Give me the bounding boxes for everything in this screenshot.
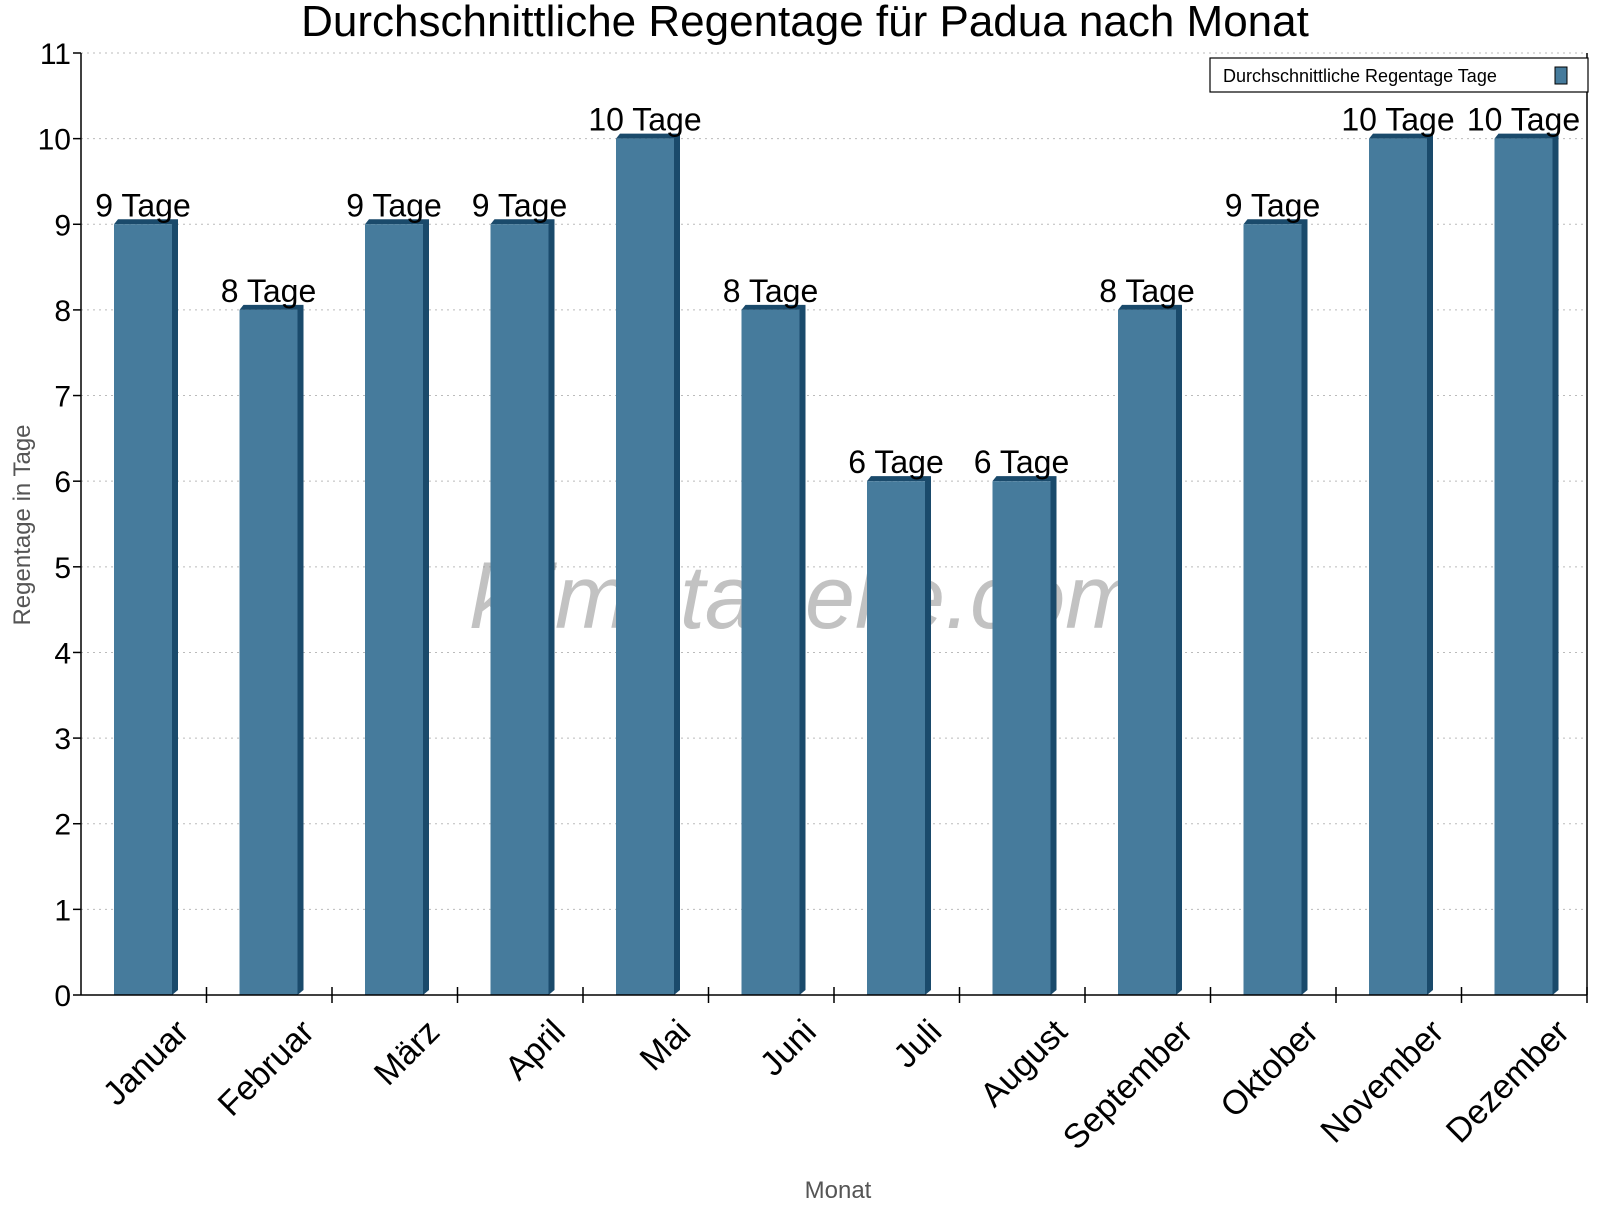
x-tick-label: Juni <box>753 1013 824 1084</box>
legend-label: Durchschnittliche Regentage Tage <box>1223 66 1497 86</box>
bar <box>867 481 925 995</box>
data-label: 9 Tage <box>1225 187 1321 223</box>
bar-top <box>1494 133 1559 139</box>
data-label: 9 Tage <box>95 187 191 223</box>
bar <box>1243 224 1302 996</box>
bar <box>114 224 172 996</box>
bar-side <box>1176 304 1182 996</box>
bar-side <box>548 219 555 996</box>
data-label: 8 Tage <box>723 273 819 309</box>
x-tick-label: Oktober <box>1213 1013 1325 1125</box>
bar-top <box>1118 304 1182 310</box>
x-tick-label: Dezember <box>1439 1013 1577 1151</box>
x-tick-label: Januar <box>96 1013 196 1113</box>
bar-side <box>423 219 429 996</box>
data-label: 8 Tage <box>1099 273 1195 309</box>
legend-box <box>1209 57 1589 93</box>
y-tick-label: 8 <box>54 295 71 328</box>
bar-side <box>1301 219 1308 996</box>
legend: Durchschnittliche Regentage Tage <box>1209 57 1589 93</box>
bar-top <box>365 219 429 225</box>
bar <box>490 224 549 996</box>
y-tick-label: 3 <box>54 723 71 756</box>
bar <box>1494 138 1553 996</box>
y-tick-label: 1 <box>54 894 71 927</box>
data-label: 10 Tage <box>1467 102 1580 138</box>
bar <box>992 481 1051 995</box>
data-label: 6 Tage <box>848 444 944 480</box>
x-tick-label: September <box>1056 1013 1200 1157</box>
bar <box>616 138 674 996</box>
bar-side <box>1427 133 1433 996</box>
bar <box>239 309 298 996</box>
chart-title: Durchschnittliche Regentage für Padua na… <box>301 0 1309 46</box>
y-tick-label: 2 <box>54 809 71 842</box>
bar-side <box>925 476 931 995</box>
bar-side <box>297 304 304 996</box>
x-tick-label: Mai <box>633 1013 699 1079</box>
gridlines <box>81 52 1587 910</box>
bar <box>1369 138 1427 996</box>
bar-top <box>992 476 1057 482</box>
y-tick-label: 9 <box>54 209 71 242</box>
bar-side <box>674 133 680 996</box>
x-tick-label: Februar <box>211 1013 322 1124</box>
x-tick-label: April <box>498 1013 573 1088</box>
bar-side <box>799 304 806 996</box>
legend-swatch <box>1554 66 1568 85</box>
bar-top <box>114 219 178 225</box>
y-tick-label: 6 <box>54 466 71 499</box>
y-tick-label: 10 <box>38 124 71 157</box>
data-label: 6 Tage <box>974 444 1070 480</box>
data-label: 10 Tage <box>588 102 701 138</box>
bar-top <box>239 304 304 310</box>
bar-top <box>741 304 806 310</box>
bar <box>741 309 800 996</box>
bar-side <box>172 219 178 996</box>
data-label: 9 Tage <box>472 187 568 223</box>
bar-top <box>867 476 931 482</box>
data-label: 9 Tage <box>346 187 442 223</box>
data-label: 8 Tage <box>221 273 317 309</box>
y-tick-label: 7 <box>54 381 71 414</box>
bars <box>114 133 1559 996</box>
bar-side <box>1050 476 1057 995</box>
x-tick-label: August <box>973 1012 1075 1114</box>
bar-top <box>1243 219 1308 225</box>
y-tick-label: 11 <box>40 38 71 71</box>
bar-top <box>1369 133 1433 139</box>
bar-side <box>1552 133 1559 996</box>
data-labels: 9 Tage 8 Tage 9 Tage 9 Tage 10 Tage 8 Tage 6 T… <box>95 102 1580 481</box>
y-tick-label: 5 <box>54 552 71 585</box>
bar <box>1118 309 1176 996</box>
bar-top <box>616 133 680 139</box>
x-tick-label: Juli <box>886 1013 949 1076</box>
x-tick-label: November <box>1313 1013 1451 1151</box>
x-tick-label: März <box>367 1013 447 1093</box>
bar-top <box>490 219 555 225</box>
y-tick-label: 0 <box>54 980 71 1013</box>
bar <box>365 224 423 996</box>
data-label: 10 Tage <box>1341 102 1454 138</box>
y-axis-title: Regentage in Tage <box>9 424 36 625</box>
x-axis-title: Monat <box>805 1177 872 1200</box>
y-tick-label: 4 <box>54 637 71 670</box>
